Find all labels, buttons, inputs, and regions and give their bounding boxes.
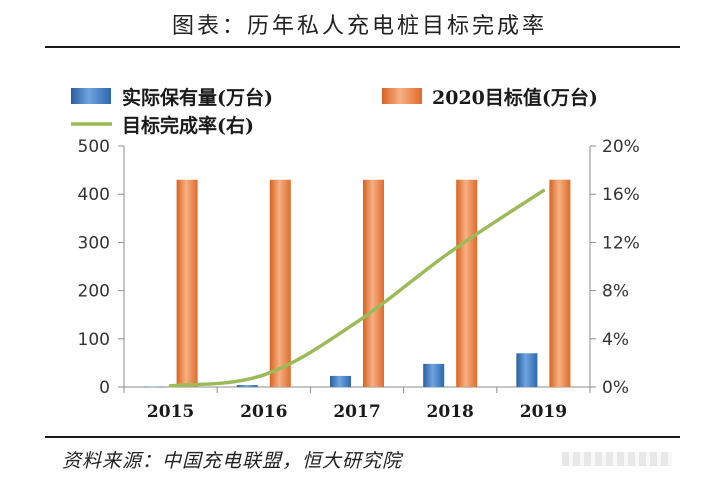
- legend-label-actual: 实际保有量(万台): [122, 86, 273, 109]
- bar-target: [549, 179, 571, 387]
- left-tick-label: 0: [99, 378, 110, 398]
- chart-title: 图表：历年私人充电桩目标完成率: [171, 14, 547, 39]
- axes: 0 100 200 300 400 500 0% 4% 8% 12% 16% 20% 2015 2016 2…: [78, 137, 640, 422]
- rate-line: [168, 188, 546, 388]
- right-tick-label: 4%: [602, 330, 629, 350]
- bar-target: [176, 179, 198, 387]
- x-tick-label: 2016: [240, 402, 287, 422]
- x-tick-label: 2017: [333, 402, 380, 422]
- bar-target: [269, 179, 291, 387]
- left-tick-label: 500: [78, 137, 110, 157]
- bars: [143, 179, 571, 388]
- bar-actual: [423, 363, 445, 387]
- legend: 实际保有量(万台) 2020目标值(万台) 目标完成率(右): [71, 86, 598, 137]
- bar-target: [456, 179, 478, 387]
- bar-actual: [516, 353, 538, 387]
- watermark: [562, 452, 672, 466]
- legend-swatch-target: [382, 88, 422, 104]
- legend-swatch-actual: [71, 88, 111, 104]
- right-tick-label: 16%: [602, 185, 640, 205]
- right-tick-label: 0%: [602, 378, 629, 398]
- source-note: 资料来源：中国充电联盟，恒大研究院: [62, 450, 403, 472]
- legend-label-target: 2020目标值(万台): [432, 86, 598, 109]
- bar-target: [363, 179, 384, 387]
- left-tick-label: 300: [78, 233, 110, 253]
- right-tick-label: 8%: [602, 282, 629, 302]
- left-tick-label: 200: [78, 282, 110, 302]
- x-tick-label: 2015: [147, 402, 194, 422]
- x-tick-label: 2018: [427, 402, 474, 422]
- bar-actual: [330, 375, 351, 387]
- rate-line-path: [168, 188, 546, 388]
- right-tick-label: 20%: [602, 137, 640, 157]
- legend-label-rate: 目标完成率(右): [122, 114, 254, 137]
- source-rule: [45, 436, 680, 438]
- left-tick-label: 400: [78, 185, 110, 205]
- right-tick-label: 12%: [602, 233, 640, 253]
- title-rule: [45, 46, 680, 48]
- bar-actual: [236, 385, 258, 387]
- left-tick-label: 100: [78, 330, 110, 350]
- x-tick-label: 2019: [520, 402, 567, 422]
- bar-actual: [143, 386, 165, 388]
